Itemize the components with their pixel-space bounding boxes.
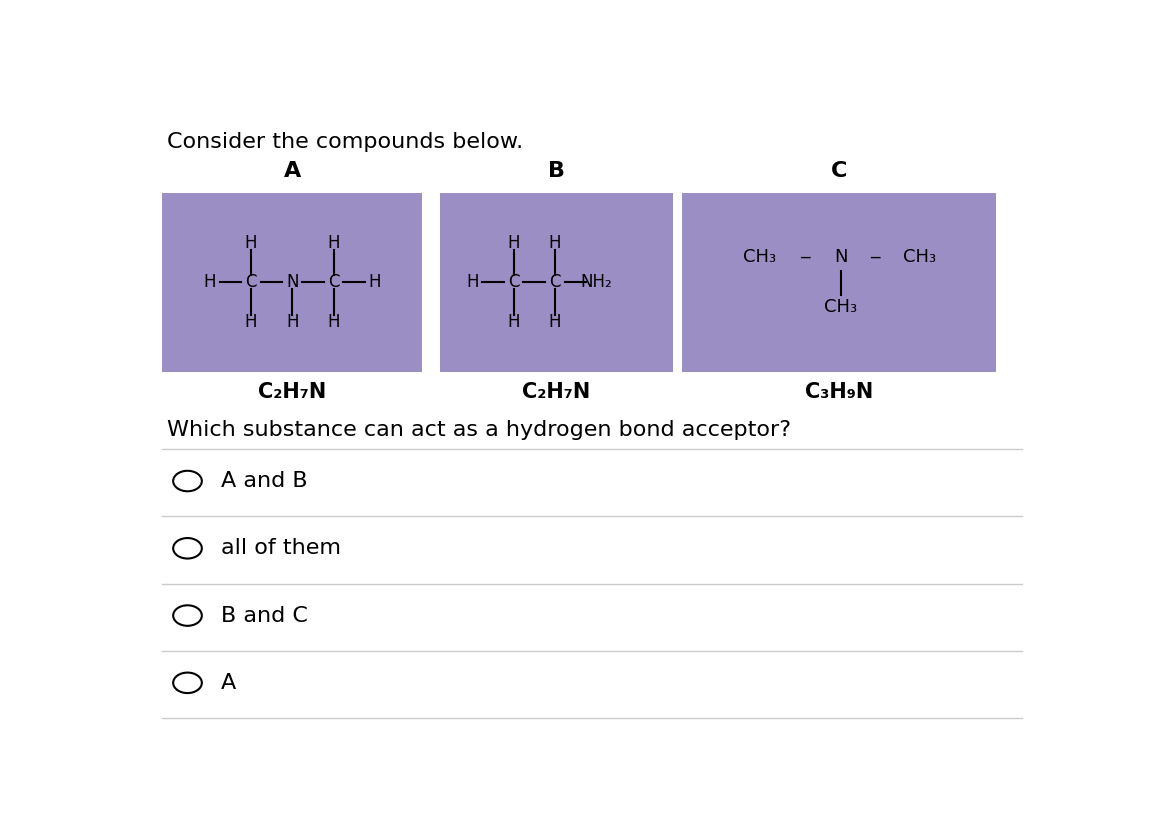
Text: A and B: A and B [221,471,307,491]
Text: ‒: ‒ [869,248,881,265]
Text: C₂H₇N: C₂H₇N [523,382,591,402]
Text: H: H [507,234,520,252]
Text: Consider the compounds below.: Consider the compounds below. [166,132,523,152]
Bar [440,193,673,372]
Text: B: B [548,161,565,181]
Text: A: A [221,673,236,693]
Text: Which substance can act as a hydrogen bond acceptor?: Which substance can act as a hydrogen bo… [166,420,791,440]
Text: B and C: B and C [221,606,307,626]
Text: ‒: ‒ [799,248,810,265]
Text: CH₃: CH₃ [743,248,777,265]
Text: H: H [327,313,340,331]
Bar [162,193,422,372]
Text: C: C [831,161,847,181]
Text: CH₃: CH₃ [903,248,936,265]
Bar [682,193,995,372]
Text: H: H [507,313,520,331]
Text: H: H [286,313,298,331]
Text: C: C [328,274,339,291]
Text: H: H [466,274,479,291]
Text: H: H [549,313,561,331]
Text: H: H [369,274,381,291]
Text: NH₂: NH₂ [580,274,612,291]
Text: N: N [833,248,847,265]
Text: H: H [327,234,340,252]
Text: all of them: all of them [221,538,341,558]
Text: H: H [245,313,258,331]
Text: H: H [549,234,561,252]
Text: C: C [245,274,257,291]
Text: C₂H₇N: C₂H₇N [258,382,326,402]
Text: H: H [203,274,216,291]
Text: H: H [245,234,258,252]
Text: C: C [549,274,561,291]
Text: C₃H₉N: C₃H₉N [805,382,873,402]
Text: A: A [283,161,301,181]
Text: CH₃: CH₃ [824,298,858,316]
Text: N: N [286,274,298,291]
Text: C: C [507,274,519,291]
